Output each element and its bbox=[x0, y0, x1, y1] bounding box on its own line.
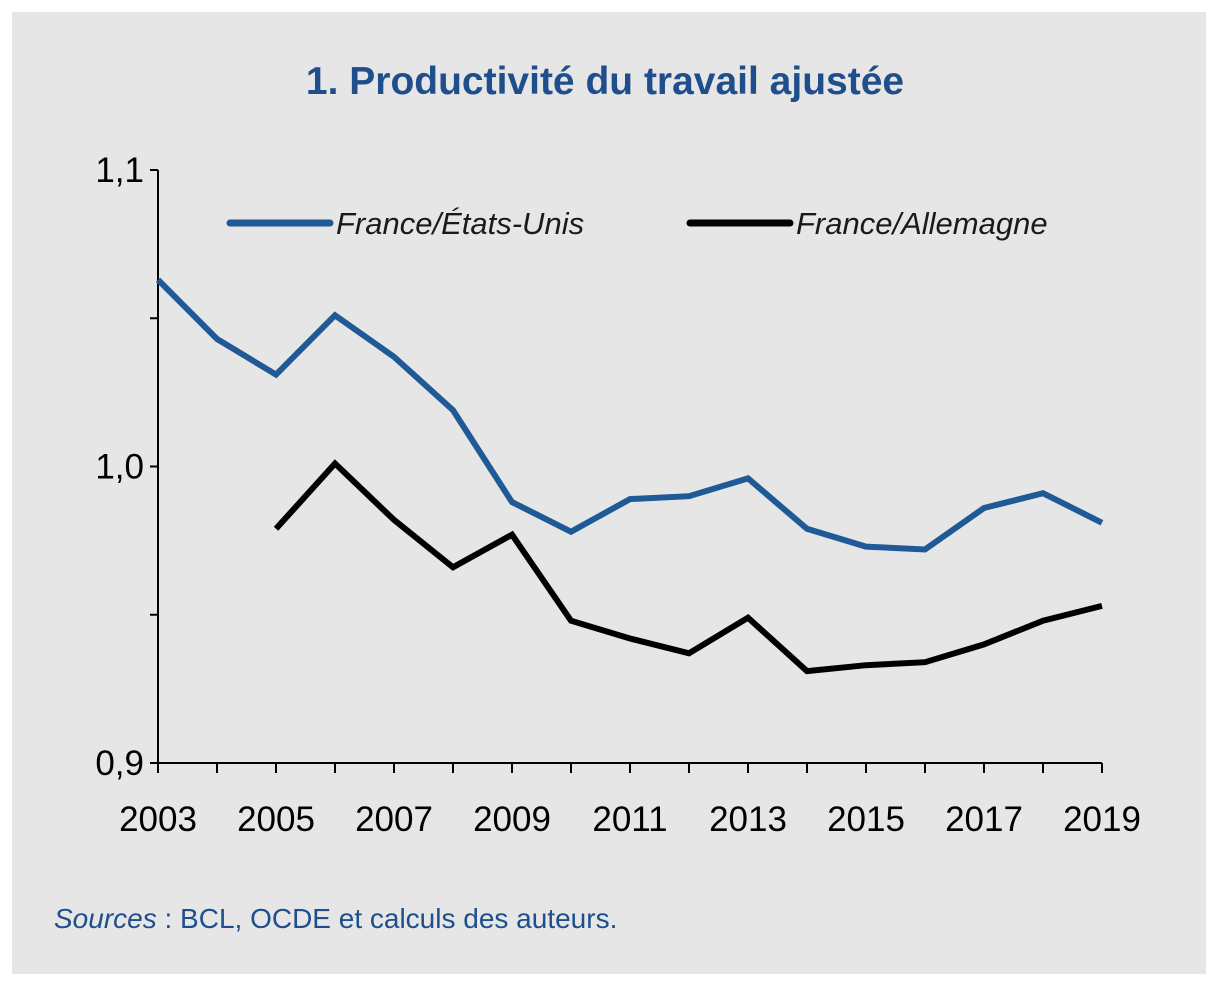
y-tick-label: 0,9 bbox=[95, 744, 144, 783]
x-tick-label: 2009 bbox=[473, 800, 551, 839]
source-label: Sources bbox=[54, 903, 157, 934]
x-tick-label: 2005 bbox=[237, 800, 315, 839]
x-tick-label: 2011 bbox=[592, 800, 667, 839]
series-line-france-allemagne bbox=[273, 459, 1103, 675]
x-tick-label: 2007 bbox=[355, 800, 433, 839]
legend-label: France/États-Unis bbox=[336, 206, 584, 241]
legend: France/États-Unis France/Allemagne bbox=[226, 206, 1048, 241]
x-tick-label: 2017 bbox=[945, 800, 1023, 839]
x-tick-label: 2013 bbox=[709, 800, 787, 839]
series-line-france-etats-unis bbox=[155, 277, 1104, 553]
source-note: Sources : BCL, OCDE et calculs des auteu… bbox=[54, 903, 617, 934]
chart-title: 1. Productivité du travail ajustée bbox=[306, 60, 904, 103]
y-tick-label: 1,0 bbox=[95, 448, 144, 487]
series-lines bbox=[155, 277, 1104, 675]
x-tick-label: 2015 bbox=[827, 800, 905, 839]
source-text: : BCL, OCDE et calculs des auteurs. bbox=[157, 903, 618, 934]
y-tick-label: 1,1 bbox=[95, 151, 144, 190]
axes: 1,1 1,0 0,9 2003 2005 2007 2009 2011 2013 2015 201… bbox=[95, 151, 1141, 839]
chart-panel: 1. Productivité du travail ajustée 1,1 1,… bbox=[12, 12, 1206, 974]
line-chart: 1. Productivité du travail ajustée 1,11,… bbox=[54, 60, 1141, 934]
x-tick-label: 2019 bbox=[1063, 800, 1141, 839]
legend-label: France/Allemagne bbox=[796, 206, 1048, 241]
x-tick-label: 2003 bbox=[119, 800, 197, 839]
